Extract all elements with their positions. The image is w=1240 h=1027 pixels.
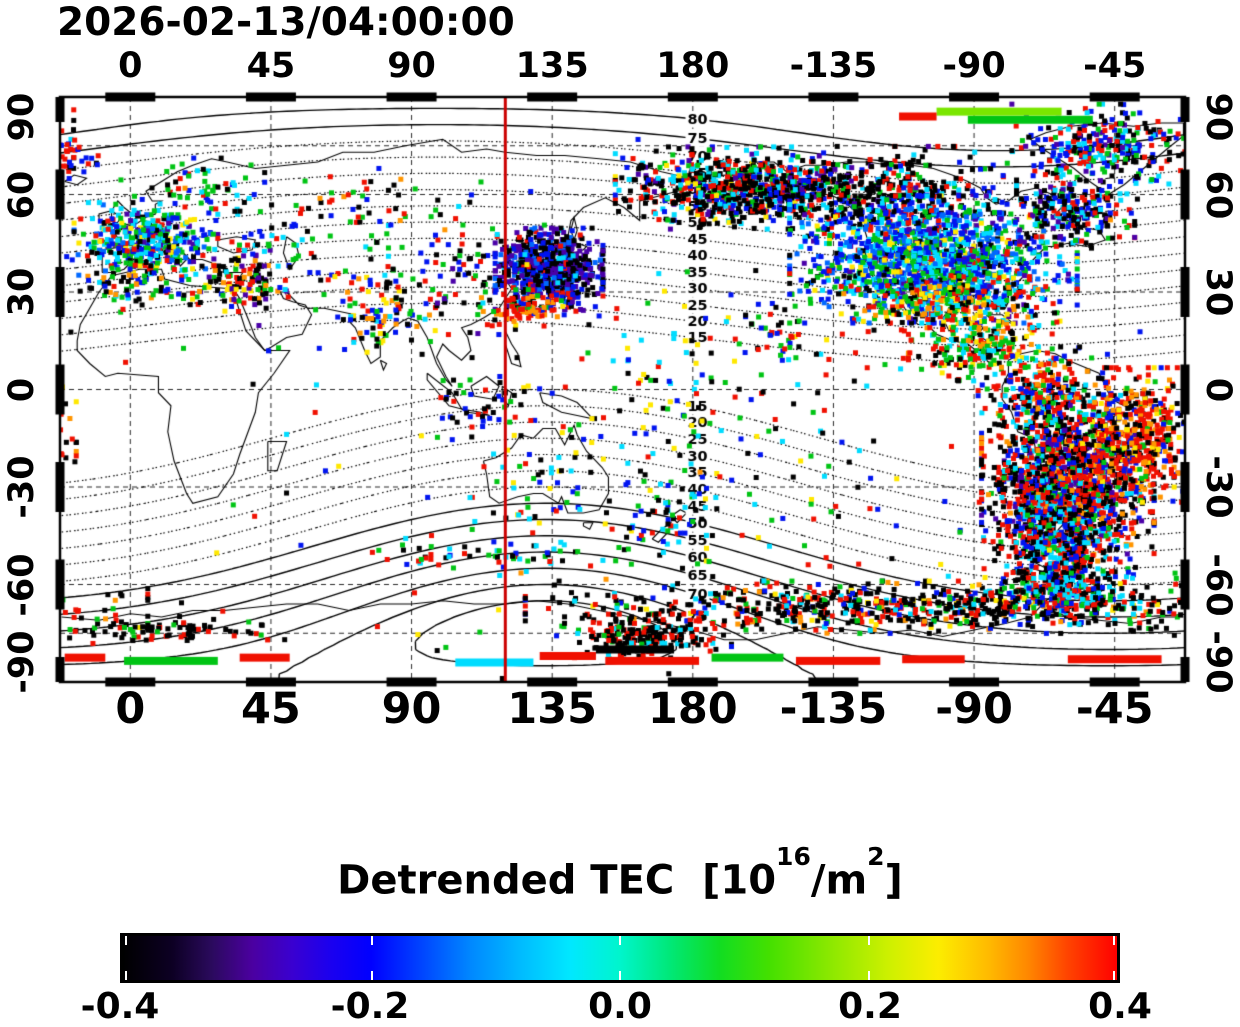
lon-tick-bottom-0: 0 [115,684,146,734]
lat-tick-right-90: 90 [1198,92,1238,142]
colorbar-tick--0.4: -0.4 [80,986,160,1027]
colorbar-title: Detrended TEC [1016/m2] [0,842,1240,904]
colorbar-gradient [120,933,1120,983]
lon-tick-bottom-135: 135 [507,684,598,734]
lon-tick-top-45: 45 [246,46,296,86]
lat-tick-left-30: 30 [2,267,42,317]
lon-tick-top-90: 90 [387,46,436,86]
lon-tick-top-135: 135 [515,46,589,86]
lat-tick-right--60: -60 [1198,552,1238,617]
colorbar-title-text-2: /m [810,857,868,904]
colorbar-tick-mark [867,936,870,945]
lat-tick-right-0: 0 [1198,377,1238,402]
lat-tick-left--30: -30 [2,455,42,519]
lon-tick-bottom--90: -90 [935,684,1013,734]
colorbar-tick-mark [1113,971,1115,980]
timestamp-title: 2026-02-13/04:00:00 [57,0,515,45]
lon-tick-top--45: -45 [1083,46,1147,86]
lon-tick-bottom-45: 45 [241,684,301,734]
colorbar-tick-mark [619,936,621,945]
colorbar-tick-mark [370,936,373,945]
lon-tick-bottom--135: -135 [779,684,888,734]
lat-tick-left--90: -90 [2,630,42,694]
colorbar-tick-mark [619,971,621,980]
colorbar-title-text: Detrended TEC [10 [337,857,777,904]
colorbar-title-text-3: ] [884,857,903,904]
lat-tick-left--60: -60 [2,552,42,617]
lat-tick-right--90: -90 [1198,630,1238,694]
colorbar-tick-0.2: 0.2 [838,986,902,1027]
lat-tick-left-90: 90 [2,92,42,142]
lat-tick-right--30: -30 [1198,455,1238,519]
colorbar-tick--0.2: -0.2 [330,986,410,1027]
colorbar-tick-mark [867,971,870,980]
lat-tick-left-60: 60 [2,170,42,219]
lon-tick-bottom--45: -45 [1075,684,1154,734]
colorbar-title-sup-2: 2 [867,842,885,871]
lon-tick-bottom-90: 90 [381,684,442,734]
colorbar-title-sup-16: 16 [776,842,811,871]
lon-tick-top-0: 0 [118,46,143,86]
colorbar-tick-mark [370,971,373,980]
lat-tick-left-0: 0 [2,377,42,402]
colorbar-tick-0.4: 0.4 [1088,986,1152,1027]
lon-tick-top-180: 180 [656,46,730,86]
world-map-canvas [0,0,1240,762]
lon-tick-top--135: -135 [789,46,878,86]
lat-tick-right-60: 60 [1198,170,1238,219]
colorbar-tick-mark [125,971,127,980]
lon-tick-bottom-180: 180 [647,684,738,734]
colorbar-tick-mark [125,936,127,945]
colorbar-tick-0.0: 0.0 [588,986,652,1027]
lat-tick-right-30: 30 [1198,267,1238,317]
colorbar-tick-mark [1113,936,1115,945]
lon-tick-top--90: -90 [942,46,1006,86]
